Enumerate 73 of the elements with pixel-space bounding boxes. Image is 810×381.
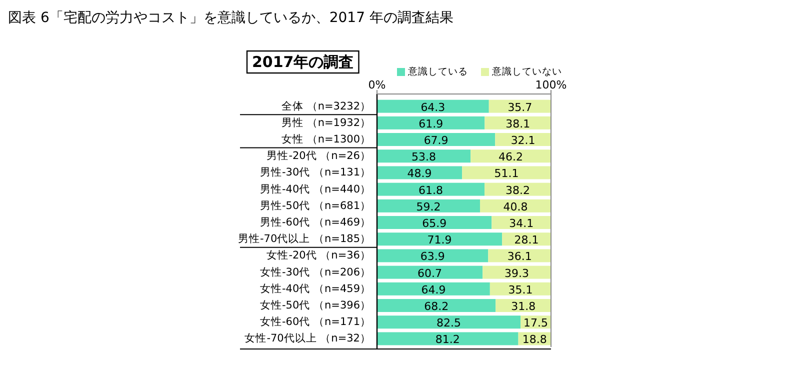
bar [377,332,518,346]
data-label: 40.8 [503,200,528,214]
bar [377,166,462,180]
data-label: 68.2 [424,300,449,313]
text: 図表 6「宅配の労力やコスト」を意識しているか、2017 年の調査結果 [8,10,454,26]
legend-label: 意識していない [491,66,562,78]
data-label: 63.9 [420,250,445,264]
bar [377,216,492,229]
y-tick-label: 女性-40代 （n=459） [260,282,371,295]
y-tick-label: 女性-20代 （n=36） [266,250,371,262]
data-label: 82.5 [436,316,462,330]
data-label: 38.2 [506,184,530,197]
bar [377,199,480,212]
x-tick-label: 100% [535,78,567,92]
bar [377,266,483,279]
data-label: 64.9 [421,283,446,296]
bar [377,150,471,163]
y-tick-label: 男性-40代 （n=440） [260,183,371,196]
bar [484,116,551,130]
bar [377,232,502,246]
data-label: 46.2 [498,150,524,164]
bar [377,116,485,130]
data-label: 67.9 [424,134,448,147]
data-label: 64.3 [420,100,446,114]
bar [488,100,551,113]
data-label: 31.8 [511,300,536,313]
bar [488,249,551,262]
data-label: 28.1 [514,234,539,247]
x-tick-label: 0% [368,78,386,92]
data-label: 59.2 [416,200,441,214]
data-label: 35.1 [508,283,533,296]
data-label: 71.9 [427,234,452,247]
y-tick-label: 女性 （n=1300） [281,134,371,146]
y-tick-label: 男性-30代 （n=131） [260,166,371,179]
data-label: 17.5 [524,316,548,330]
bar [470,150,551,163]
bar [377,316,521,329]
data-label: 32.1 [510,134,536,147]
y-tick-label: 女性-70代以上 （n=32） [244,332,371,345]
y-tick-label: 男性-50代 （n=681） [260,200,371,212]
data-label: 81.2 [435,333,460,346]
data-label: 48.9 [407,167,432,180]
data-label: 61.9 [418,117,444,130]
data-label: 53.8 [412,150,436,164]
y-tick-label: 男性 （n=1932） [281,116,371,129]
data-label: 61.8 [418,184,444,197]
data-label: 38.1 [506,117,530,130]
y-tick-label: 男性-20代 （n=26） [266,150,371,162]
legend-label: 意識している [407,66,468,78]
bar [377,299,496,312]
data-label: 34.1 [509,217,534,230]
data-label: 35.7 [508,100,532,114]
data-label: 65.9 [422,217,447,230]
bar [462,166,551,180]
data-label: 60.7 [418,266,442,280]
bar [492,216,551,229]
y-tick-label: 男性-70代以上 （n=185） [238,232,371,246]
chart-subtitle: 2017年の調査 [252,53,354,71]
data-label: 36.1 [507,250,532,264]
bar [377,182,485,196]
bar [377,133,496,146]
data-label: 39.3 [504,266,530,280]
bar [377,282,490,296]
y-tick-label: 女性-60代 （n=171） [260,316,371,328]
data-label: 51.1 [494,167,519,180]
y-tick-label: 女性-30代 （n=206） [260,266,371,278]
y-tick-label: 男性-60代 （n=469） [260,216,371,228]
y-tick-label: 全体 （n=3232） [281,100,371,112]
bar [377,100,489,113]
bar [490,282,551,296]
bar [377,249,488,262]
data-label: 18.8 [522,333,547,346]
y-tick-label: 女性-50代 （n=396） [260,300,371,312]
